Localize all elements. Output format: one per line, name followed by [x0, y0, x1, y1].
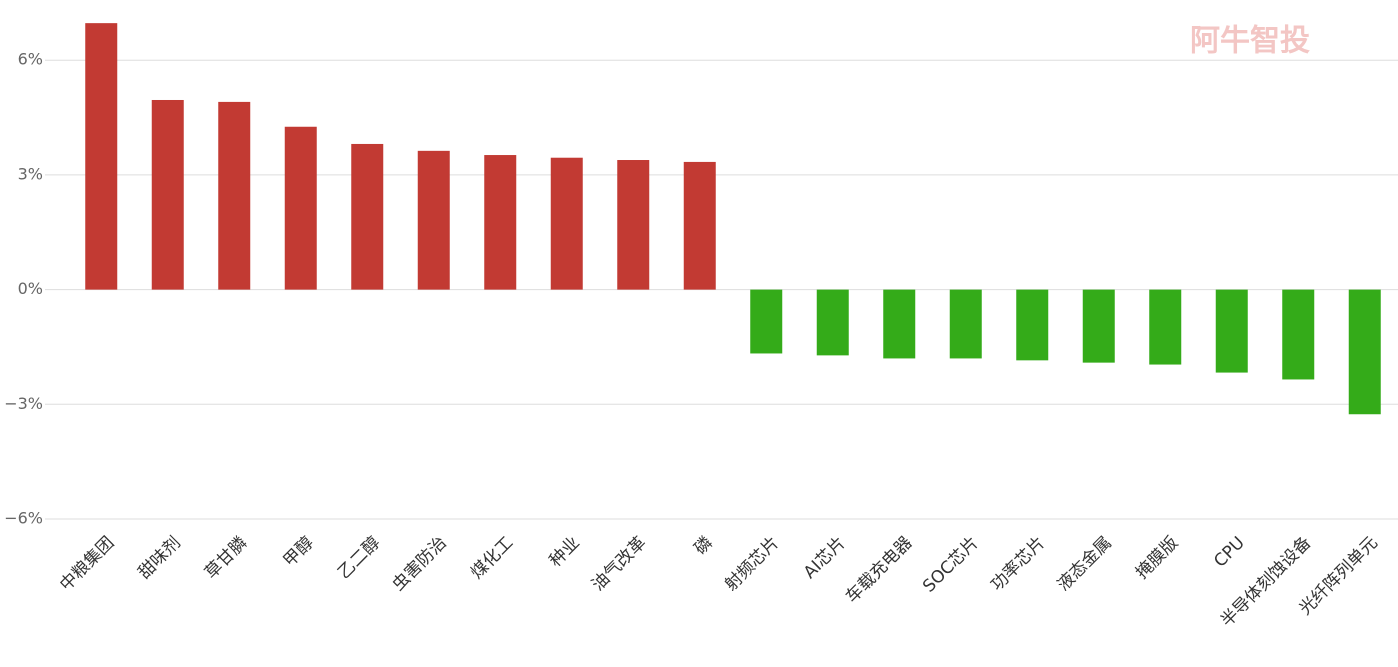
x-tick-label: 车载充电器	[842, 533, 916, 607]
x-tick-label: 功率芯片	[987, 533, 1049, 595]
x-tick-label: 甜味剂	[135, 533, 185, 583]
x-tick-label: SOC芯片	[919, 533, 983, 597]
bar	[816, 289, 849, 356]
x-tick-label: 乙二醇	[334, 533, 384, 583]
watermark: 阿牛智投	[1190, 24, 1310, 59]
bar	[417, 150, 450, 290]
bar	[1149, 289, 1182, 365]
x-tick-label: 甲醇	[280, 533, 318, 571]
x-tick-label: 油气改革	[588, 533, 650, 595]
bar	[683, 161, 716, 290]
bar	[1282, 289, 1315, 380]
x-tick-label: 磷	[691, 533, 717, 559]
bar	[218, 101, 251, 290]
x-tick-label: AI芯片	[800, 533, 850, 583]
bar	[151, 99, 184, 290]
x-tick-label: 草甘膦	[201, 533, 251, 583]
x-tick-label: 掩膜版	[1132, 533, 1182, 583]
bar	[484, 155, 517, 290]
bar	[85, 23, 118, 290]
x-tick-label: 射频芯片	[721, 533, 783, 595]
y-tick-label: −6%	[4, 509, 43, 528]
x-tick-label: 种业	[546, 533, 584, 571]
bar	[1016, 289, 1049, 361]
y-tick-label: 3%	[18, 164, 43, 183]
bar	[351, 143, 384, 290]
bar	[550, 157, 583, 290]
x-tick-label: CPU	[1210, 533, 1249, 572]
bar	[949, 289, 982, 359]
bar	[750, 289, 783, 354]
bar	[1082, 289, 1115, 363]
y-tick-label: 0%	[18, 279, 43, 298]
x-tick-label: 中粮集团	[56, 533, 118, 595]
x-tick-label: 液态金属	[1054, 533, 1116, 595]
bar	[1348, 289, 1381, 415]
bar	[883, 289, 916, 359]
bar	[617, 160, 650, 290]
y-tick-label: 6%	[18, 50, 43, 69]
x-tick-label: 虫害防治	[389, 533, 451, 595]
bar	[1215, 289, 1248, 373]
bar	[284, 126, 317, 290]
x-tick-label: 煤化工	[467, 533, 517, 583]
y-tick-label: −3%	[4, 394, 43, 413]
